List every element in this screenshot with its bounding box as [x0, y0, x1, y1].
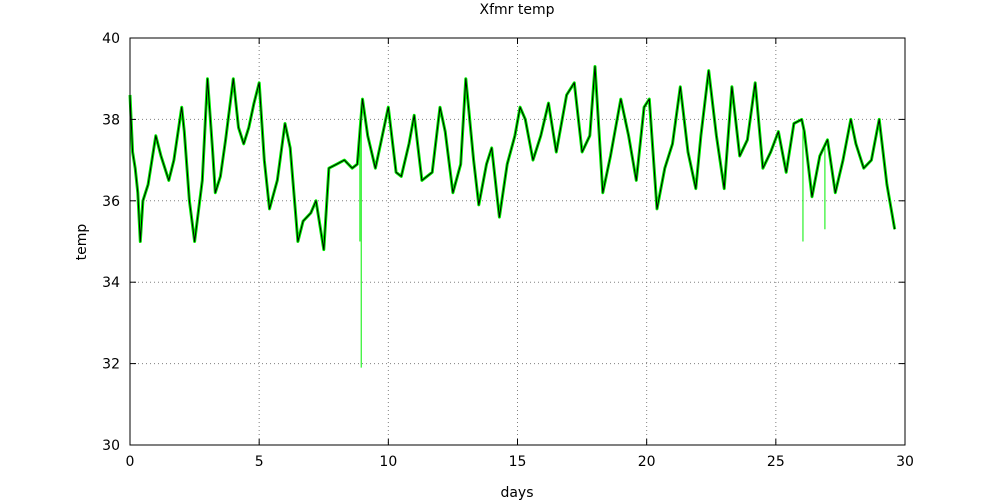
x-tick-label: 25: [767, 454, 785, 470]
axis-ticks: [129, 37, 906, 446]
smoothed-temp-line: [129, 66, 896, 251]
x-tick-label: 30: [896, 454, 914, 470]
raw-temp-line: [128, 65, 897, 252]
grid: [130, 38, 905, 445]
smoothed-series-layer: [129, 66, 896, 251]
y-tick-label: 34: [102, 275, 120, 291]
y-axis-label: temp: [74, 224, 90, 261]
x-tick-label: 10: [379, 454, 397, 470]
y-tick-label: 36: [102, 194, 120, 210]
x-axis-label: days: [500, 485, 533, 500]
y-tick-label: 30: [102, 438, 120, 454]
chart-title: Xfmr temp: [480, 2, 555, 18]
y-tick-label: 32: [102, 357, 120, 373]
x-tick-label: 5: [255, 454, 264, 470]
y-tick-labels: 30 32 34 36 38 40: [102, 31, 120, 454]
x-tick-label: 0: [126, 454, 135, 470]
x-tick-label: 20: [638, 454, 656, 470]
x-tick-labels: 0 5 10 15 20 25 30: [126, 454, 914, 470]
y-tick-label: 38: [102, 112, 120, 128]
plot-frame: [129, 37, 906, 446]
x-tick-label: 15: [509, 454, 527, 470]
y-tick-label: 40: [102, 31, 120, 47]
raw-series-layer: [128, 65, 897, 368]
